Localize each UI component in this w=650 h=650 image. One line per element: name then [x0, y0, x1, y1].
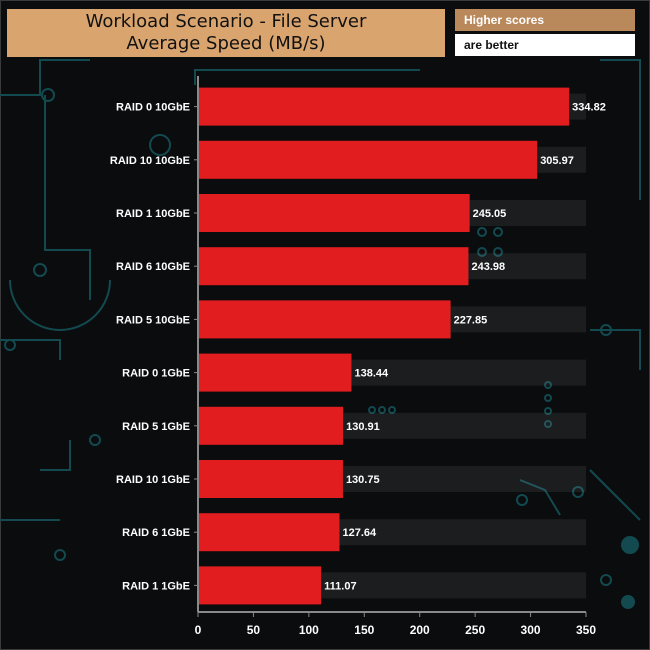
category-label: RAID 1 1GbE [122, 580, 190, 592]
x-tick-label: 150 [354, 623, 374, 637]
note-higher-scores: Higher scores [455, 9, 635, 31]
bar-value-label: 243.98 [471, 261, 505, 273]
category-label: RAID 0 1GbE [122, 368, 190, 380]
bar-value-label: 227.85 [454, 314, 488, 326]
category-label: RAID 0 10GbE [116, 102, 190, 114]
bar [198, 566, 322, 605]
bar [198, 513, 340, 552]
bar-value-label: 245.05 [473, 208, 507, 220]
bar [198, 247, 469, 286]
x-tick-label: 100 [299, 623, 319, 637]
category-label: RAID 10 1GbE [116, 474, 190, 486]
x-tick-label: 300 [521, 623, 541, 637]
bar [198, 300, 451, 339]
bar-value-label: 111.07 [324, 580, 356, 592]
category-label: RAID 6 1GbE [122, 527, 190, 539]
category-label: RAID 10 10GbE [110, 155, 190, 167]
bar [198, 460, 343, 498]
bar [198, 140, 538, 179]
category-label: RAID 5 1GbE [122, 421, 190, 433]
bar [198, 194, 470, 232]
x-tick-label: 250 [465, 623, 485, 637]
chart-title-line1: Workload Scenario - File Server [85, 11, 367, 32]
x-tick-label: 50 [247, 623, 261, 637]
bar [198, 87, 570, 126]
chart-title-line2: Average Speed (MB/s) [126, 33, 326, 54]
bar [198, 353, 352, 392]
category-label: RAID 1 10GbE [116, 208, 190, 220]
x-tick-label: 200 [410, 623, 430, 637]
bar-value-label: 127.64 [342, 527, 377, 539]
bar [198, 406, 344, 445]
bar-value-label: 305.97 [540, 155, 574, 167]
x-tick-label: 350 [576, 623, 596, 637]
category-label: RAID 6 10GbE [116, 261, 190, 273]
chart-title-box: Workload Scenario - File Server Average … [7, 9, 445, 57]
bar-value-label: 130.91 [346, 421, 380, 433]
category-label: RAID 5 10GbE [116, 314, 190, 326]
bar-value-label: 334.82 [572, 102, 606, 114]
note-are-better: are better [455, 34, 635, 56]
x-tick-label: 0 [195, 623, 202, 637]
bar-value-label: 138.44 [354, 368, 389, 380]
bar-value-label: 130.75 [346, 474, 380, 486]
